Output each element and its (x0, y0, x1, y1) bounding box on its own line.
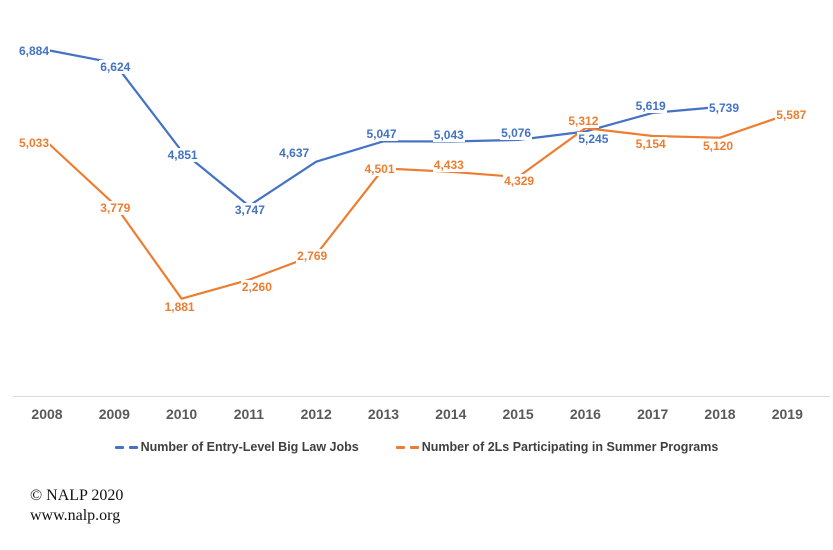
website-text: www.nalp.org (30, 507, 121, 524)
chart-legend: Number of Entry-Level Big Law Jobs Number… (0, 440, 833, 454)
data-label-2010-series-1: 1,881 (163, 299, 196, 314)
data-label-2017-series-0: 5,619 (634, 98, 667, 113)
data-label-2015-series-1: 4,329 (503, 174, 536, 188)
data-label-2014-series-1: 4,433 (432, 157, 465, 172)
x-axis-label-2019: 2019 (771, 406, 803, 422)
data-label-2014-series-0: 5,043 (432, 127, 465, 142)
legend-item-1: Number of 2Ls Participating in Summer Pr… (395, 440, 719, 454)
footer: © NALP 2020 www.nalp.org (30, 486, 123, 526)
legend-dash (128, 445, 138, 449)
series-line-0 (45, 48, 722, 207)
data-label-2012-series-1: 2,769 (296, 248, 329, 263)
data-label-2011-series-0: 3,747 (233, 202, 266, 217)
x-axis-label-2013: 2013 (367, 406, 400, 422)
legend-dash (395, 445, 405, 449)
x-axis-label-2012: 2012 (300, 406, 332, 422)
series-line-1 (45, 113, 789, 300)
x-axis-label-2009: 2009 (98, 406, 130, 422)
data-label-2010-series-0: 4,851 (166, 148, 199, 162)
data-label-2017-series-1: 5,154 (634, 137, 667, 151)
data-label-2018-series-1: 5,120 (701, 138, 735, 153)
copyright-text: © NALP 2020 (30, 487, 124, 504)
data-label-2013-series-0: 5,047 (365, 127, 398, 142)
data-label-2013-series-1: 4,501 (363, 162, 396, 177)
data-label-2016-series-0: 5,245 (577, 131, 610, 146)
data-label-2018-series-0: 5,739 (708, 100, 741, 115)
x-axis-label-2015: 2015 (502, 406, 534, 422)
data-label-2019-series-1: 5,587 (775, 108, 808, 123)
x-axis-label-2011: 2011 (233, 406, 265, 422)
legend-dash (114, 445, 124, 449)
data-label-2011-series-1: 2,260 (240, 279, 273, 294)
legend-item-0: Number of Entry-Level Big Law Jobs (114, 440, 359, 454)
x-axis-label-2018: 2018 (704, 406, 736, 422)
data-label-2008-series-1: 5,033 (17, 136, 50, 150)
legend-dash (409, 445, 419, 449)
legend-label-1: Number of 2Ls Participating in Summer Pr… (421, 440, 719, 454)
data-label-2012-series-0: 4,637 (278, 145, 311, 160)
data-label-2009-series-1: 3,779 (99, 201, 132, 216)
x-axis-label-2010: 2010 (166, 406, 198, 422)
x-axis-label-2017: 2017 (637, 406, 669, 422)
x-axis-line (13, 396, 830, 397)
legend-dashed-line-icon (395, 445, 419, 449)
data-label-2008-series-0: 6,884 (17, 44, 50, 58)
legend-dashed-line-icon (114, 445, 138, 449)
x-axis-label-2016: 2016 (569, 406, 601, 422)
data-label-2016-series-1: 5,312 (567, 114, 600, 129)
x-axis-label-2008: 2008 (31, 406, 63, 422)
x-axis-label-2014: 2014 (435, 406, 467, 422)
legend-label-0: Number of Entry-Level Big Law Jobs (140, 440, 359, 454)
data-label-2009-series-0: 6,624 (99, 59, 132, 74)
data-label-2015-series-0: 5,076 (500, 125, 533, 140)
